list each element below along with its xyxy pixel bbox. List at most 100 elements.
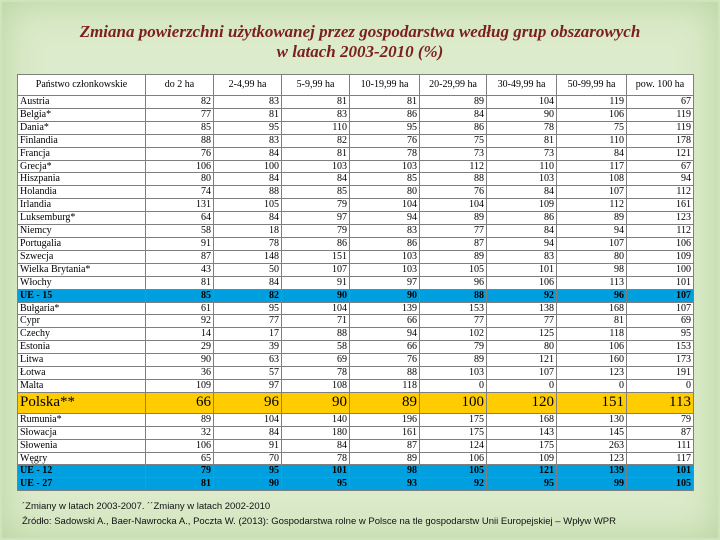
value-cell: 107 — [556, 185, 627, 200]
value-cell: 86 — [349, 107, 420, 122]
value-cell: 90 — [349, 288, 420, 303]
value-cell: 77 — [419, 224, 487, 238]
value-cell: 66 — [145, 391, 214, 414]
value-cell: 153 — [419, 301, 487, 316]
value-cell: 88 — [213, 185, 282, 200]
value-cell: 110 — [486, 159, 557, 174]
value-cell: 117 — [626, 451, 694, 466]
data-table: Państwo członkowskie do 2 ha 2-4,99 ha 5-9,… — [17, 74, 694, 492]
table-row: Malta 109 97 108 118 0 0 0 0 — [17, 378, 694, 393]
value-cell: 78 — [213, 236, 282, 251]
country-cell: Polska** — [17, 391, 146, 414]
country-cell: Belgia* — [17, 107, 146, 122]
value-cell: 50 — [213, 262, 282, 277]
table-row: Belgia* 77 81 83 86 84 90 106 119 — [17, 107, 694, 122]
column-header: 2-4,99 ha — [213, 74, 282, 96]
country-cell: Wielka Brytania* — [17, 262, 146, 277]
value-cell: 91 — [213, 438, 282, 453]
value-cell: 143 — [486, 425, 557, 440]
value-cell: 89 — [419, 353, 487, 368]
value-cell: 84 — [213, 146, 282, 161]
value-cell: 88 — [145, 133, 214, 148]
country-cell: Malta — [17, 378, 146, 393]
value-cell: 139 — [349, 301, 420, 316]
value-cell: 91 — [281, 275, 350, 290]
table-row: Grecja* 106 100 103 103 112 110 117 67 — [17, 159, 694, 174]
table-row: Cypr 92 77 71 66 77 77 81 69 — [17, 314, 694, 329]
table-row: Bułgaria* 61 95 104 139 153 138 168 107 — [17, 301, 694, 316]
table-row: Austria 82 83 81 81 89 104 119 67 — [17, 95, 694, 109]
value-cell: 105 — [213, 198, 282, 213]
value-cell: 84 — [213, 425, 282, 440]
value-cell: 103 — [349, 262, 420, 277]
value-cell: 58 — [281, 340, 350, 355]
value-cell: 110 — [281, 120, 350, 135]
value-cell: 0 — [419, 378, 487, 393]
value-cell: 97 — [281, 211, 350, 226]
value-cell: 103 — [419, 366, 487, 380]
table-row: UE - 15 85 82 90 90 88 92 96 107 — [17, 288, 694, 303]
table-row: Francja 76 84 81 78 73 73 84 121 — [17, 146, 694, 161]
country-cell: Słowacja — [17, 425, 146, 440]
value-cell: 109 — [626, 249, 694, 264]
value-cell: 102 — [419, 327, 487, 342]
value-cell: 103 — [281, 159, 350, 174]
value-cell: 79 — [281, 198, 350, 213]
value-cell: 84 — [213, 275, 282, 290]
value-cell: 104 — [486, 95, 557, 109]
country-cell: Hiszpania — [17, 172, 146, 187]
value-cell: 105 — [419, 262, 487, 277]
country-cell: Luksemburg* — [17, 211, 146, 226]
country-cell: Niemcy — [17, 224, 146, 238]
value-cell: 75 — [419, 133, 487, 148]
value-cell: 57 — [213, 366, 282, 380]
country-cell: UE - 27 — [17, 477, 146, 492]
country-cell: Litwa — [17, 353, 146, 368]
value-cell: 107 — [626, 301, 694, 316]
value-cell: 121 — [486, 464, 557, 479]
table-row: Wielka Brytania* 43 50 107 103 105 101 98 100 — [17, 262, 694, 277]
table-row: Luksemburg* 64 84 97 94 89 86 89 123 — [17, 211, 694, 226]
country-cell: Węgry — [17, 451, 146, 466]
table-row: Holandia 74 88 85 80 76 84 107 112 — [17, 185, 694, 200]
table-row: Irlandia 131 105 79 104 104 109 112 161 — [17, 198, 694, 213]
value-cell: 105 — [626, 477, 694, 492]
value-cell: 90 — [281, 391, 350, 414]
table-row: Włochy 81 84 91 97 96 106 113 101 — [17, 275, 694, 290]
value-cell: 32 — [145, 425, 214, 440]
value-cell: 84 — [213, 211, 282, 226]
table-row: Estonia 29 39 58 66 79 80 106 153 — [17, 340, 694, 355]
value-cell: 63 — [213, 353, 282, 368]
value-cell: 87 — [626, 425, 694, 440]
value-cell: 123 — [626, 211, 694, 226]
value-cell: 81 — [281, 95, 350, 109]
footnote: ´Zmiany w latach 2003-2007. ´´Zmiany w l… — [22, 501, 271, 512]
value-cell: 107 — [556, 236, 627, 251]
value-cell: 175 — [419, 425, 487, 440]
value-cell: 96 — [556, 288, 627, 303]
value-cell: 173 — [626, 353, 694, 368]
value-cell: 107 — [626, 288, 694, 303]
value-cell: 175 — [419, 412, 487, 427]
value-cell: 83 — [213, 95, 282, 109]
value-cell: 138 — [486, 301, 557, 316]
value-cell: 83 — [281, 107, 350, 122]
value-cell: 77 — [145, 107, 214, 122]
value-cell: 78 — [486, 120, 557, 135]
value-cell: 168 — [556, 301, 627, 316]
value-cell: 95 — [213, 301, 282, 316]
value-cell: 14 — [145, 327, 214, 342]
value-cell: 84 — [281, 438, 350, 453]
value-cell: 125 — [486, 327, 557, 342]
value-cell: 95 — [349, 120, 420, 135]
value-cell: 88 — [419, 172, 487, 187]
column-header: pow. 100 ha — [626, 74, 694, 96]
value-cell: 92 — [486, 288, 557, 303]
value-cell: 17 — [213, 327, 282, 342]
table-row: Rumunia* 89 104 140 196 175 168 130 79 — [17, 412, 694, 427]
value-cell: 77 — [213, 314, 282, 329]
country-cell: Czechy — [17, 327, 146, 342]
value-cell: 109 — [145, 378, 214, 393]
table-row: Polska** 66 96 90 89 100 120 151 113 — [17, 391, 694, 414]
value-cell: 117 — [556, 159, 627, 174]
